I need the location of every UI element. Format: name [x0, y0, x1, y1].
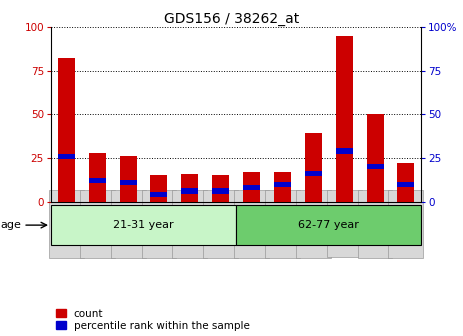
Bar	[58, 58, 75, 202]
Bar	[212, 188, 229, 194]
Bar	[119, 180, 137, 185]
Bar	[51, 205, 236, 245]
Bar	[236, 205, 421, 245]
Bar	[181, 174, 198, 202]
Bar	[305, 171, 322, 176]
Bar	[336, 36, 353, 202]
Bar	[150, 192, 168, 197]
Bar	[336, 148, 353, 154]
Bar	[274, 181, 291, 187]
Bar	[212, 175, 229, 202]
Bar	[367, 164, 383, 169]
Text: 62-77 year: 62-77 year	[298, 220, 359, 230]
Bar	[181, 188, 198, 194]
Bar	[58, 154, 75, 159]
Legend: count, percentile rank within the sample: count, percentile rank within the sample	[56, 309, 250, 331]
Text: 21-31 year: 21-31 year	[113, 220, 174, 230]
Bar	[89, 153, 106, 202]
Bar	[150, 175, 168, 202]
Bar	[367, 114, 383, 202]
Bar	[119, 156, 137, 202]
Bar	[243, 172, 260, 202]
Text: GDS156 / 38262_at: GDS156 / 38262_at	[164, 12, 299, 26]
Bar	[305, 133, 322, 202]
Text: age: age	[0, 220, 21, 230]
Bar	[397, 163, 414, 202]
Bar	[243, 185, 260, 190]
Bar	[89, 178, 106, 183]
Bar	[274, 172, 291, 202]
Bar	[397, 181, 414, 187]
